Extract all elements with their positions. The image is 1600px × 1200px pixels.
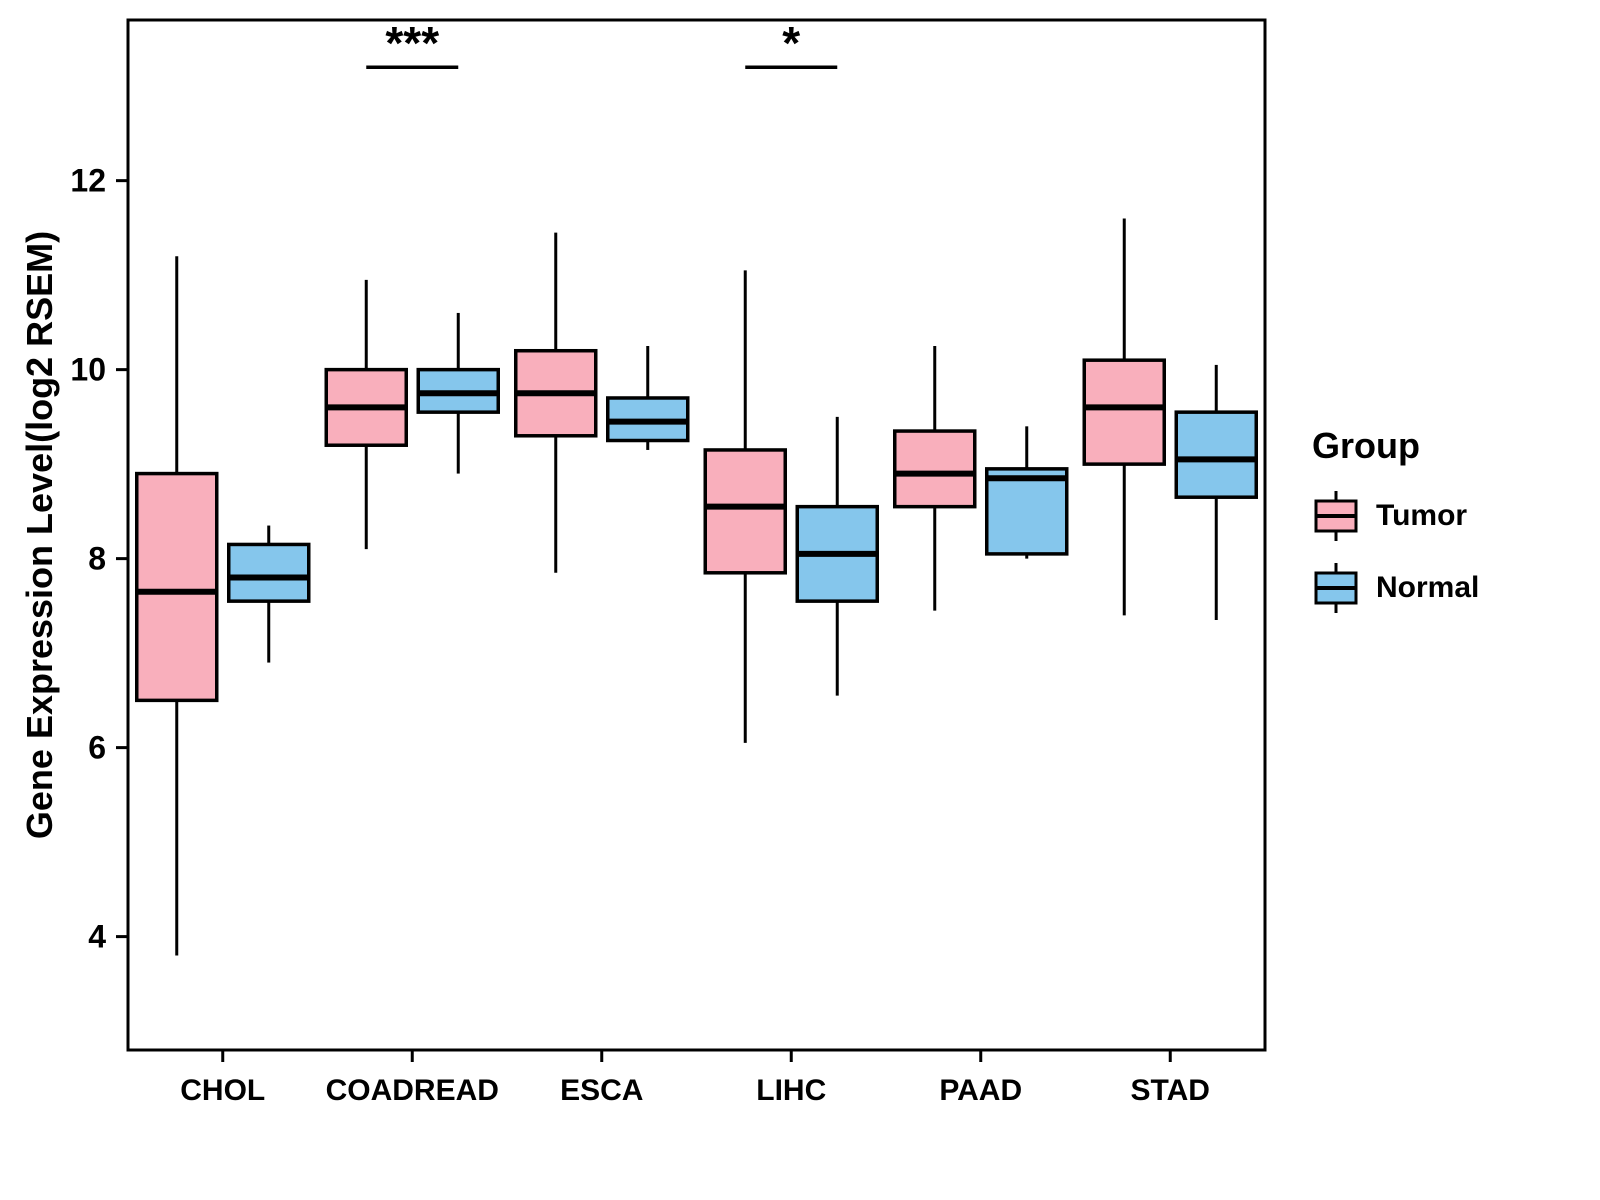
legend-label-normal: Normal	[1376, 571, 1480, 604]
iqr-box	[893, 429, 977, 509]
box-stad-tumor	[1082, 218, 1166, 616]
significance-label-coadread: ***	[385, 17, 439, 69]
box-lihc-tumor	[703, 270, 787, 743]
legend-title: Group	[1312, 425, 1420, 466]
box-esca-normal	[606, 346, 690, 450]
iqr-box	[1082, 358, 1166, 466]
tumor-boxplot-icon	[1314, 491, 1358, 541]
box-chol-tumor	[135, 256, 219, 956]
iqr-box	[985, 467, 1069, 556]
panel-border	[126, 18, 1267, 1052]
x-tick-label-esca: ESCA	[560, 1074, 643, 1107]
y-tick-label: 12	[70, 163, 106, 199]
box-chol-normal	[227, 525, 311, 663]
legend-label-tumor: Tumor	[1376, 499, 1468, 532]
box-stad-normal	[1174, 364, 1258, 621]
y-tick-label: 6	[88, 730, 106, 766]
box-paad-normal	[985, 426, 1069, 559]
iqr-box	[135, 471, 219, 703]
box-lihc-normal	[795, 416, 879, 696]
box-coadread-tumor	[324, 279, 408, 550]
x-tick-label-lihc: LIHC	[756, 1074, 826, 1107]
y-tick-label: 4	[88, 919, 106, 955]
x-tick-label-stad: STAD	[1131, 1074, 1210, 1107]
legend-item-normal: Normal	[1312, 561, 1479, 615]
x-tick-label-paad: PAAD	[939, 1074, 1022, 1107]
x-tick-label-coadread: COADREAD	[326, 1074, 499, 1107]
iqr-box	[703, 448, 787, 575]
box-paad-tumor	[893, 346, 977, 611]
y-tick-label: 8	[88, 541, 106, 577]
box-coadread-normal	[416, 312, 500, 474]
normal-boxplot-icon	[1314, 563, 1358, 613]
legend: Group Tumor Normal	[1312, 425, 1479, 633]
iqr-box	[1174, 410, 1258, 499]
iqr-box	[227, 542, 311, 603]
legend-item-tumor: Tumor	[1312, 489, 1479, 543]
significance-label-lihc: *	[782, 17, 800, 69]
y-tick-label: 10	[70, 352, 106, 388]
x-tick-label-chol: CHOL	[180, 1074, 265, 1107]
box-esca-tumor	[514, 232, 598, 573]
